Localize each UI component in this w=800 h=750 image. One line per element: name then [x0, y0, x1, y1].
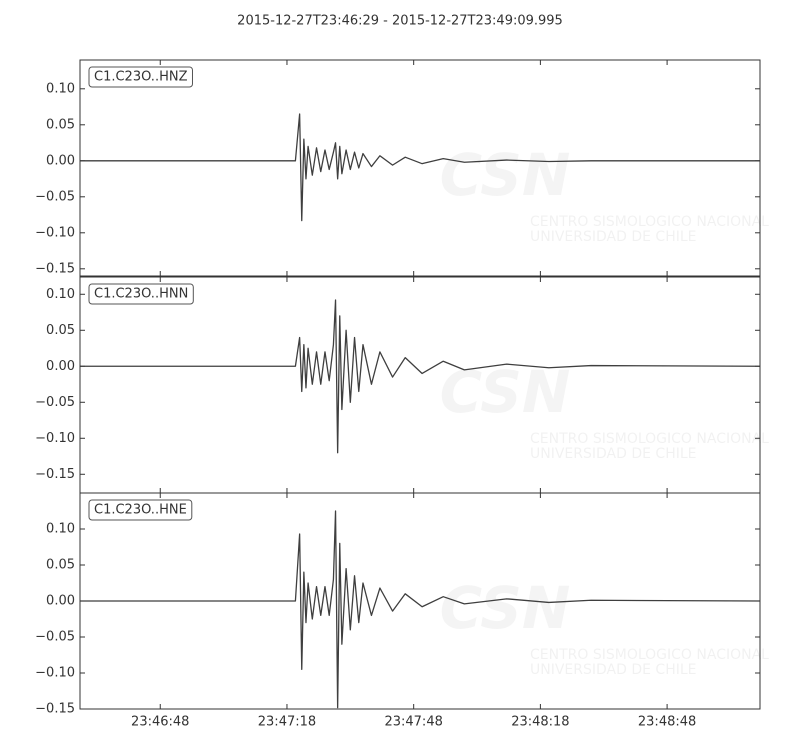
channel-label: C1.C23O..HNE: [94, 503, 187, 518]
label-box: [88, 66, 193, 88]
watermark: CENTRO SISMOLOGICO NACIONAL: [530, 647, 769, 663]
watermark: UNIVERSIDAD DE CHILE: [530, 662, 697, 678]
watermark: UNIVERSIDAD DE CHILE: [530, 446, 697, 462]
watermark: CSN: [440, 141, 571, 209]
x-tick-label: 23:47:18: [258, 715, 316, 730]
x-tick-label: 23:47:48: [384, 715, 442, 730]
y-tick-label: 0.10: [46, 287, 75, 302]
y-tick-label: −0.15: [35, 261, 75, 276]
x-tick-label: 23:48:18: [511, 715, 569, 730]
y-tick-label: −0.05: [35, 189, 75, 204]
y-tick-label: −0.05: [35, 630, 75, 645]
plot-frame: [79, 59, 761, 277]
trace: [80, 113, 760, 222]
plot-frame: [79, 492, 761, 710]
trace: [80, 299, 761, 454]
channel-label: C1.C23O..HNZ: [94, 70, 188, 85]
y-tick-label: −0.05: [35, 395, 75, 410]
x-tick-label: 23:48:48: [638, 715, 696, 730]
y-tick-label: 0.00: [46, 359, 75, 374]
x-tick-label: 23:46:48: [131, 715, 189, 730]
y-tick-label: −0.15: [35, 702, 75, 717]
y-tick-label: 0.05: [46, 558, 75, 573]
y-tick-label: −0.10: [35, 225, 75, 240]
y-tick-label: 0.00: [46, 594, 75, 609]
trace: [80, 510, 761, 709]
y-tick-label: −0.15: [35, 467, 75, 482]
y-tick-label: −0.10: [35, 666, 75, 681]
channel-label: C1.C23O..HNN: [94, 287, 188, 302]
watermark: CENTRO SISMOLOGICO NACIONAL: [530, 214, 769, 230]
y-tick-label: 0.05: [46, 117, 75, 132]
watermark: UNIVERSIDAD DE CHILE: [530, 229, 697, 245]
y-tick-label: 0.00: [46, 153, 75, 168]
y-tick-label: 0.10: [46, 522, 75, 537]
y-tick-label: −0.10: [35, 431, 75, 446]
y-tick-label: 0.05: [46, 323, 75, 338]
y-tick-label: 0.10: [46, 81, 75, 96]
watermark: CSN: [440, 574, 571, 642]
label-box: [88, 499, 193, 521]
watermark: CENTRO SISMOLOGICO NACIONAL: [530, 431, 769, 447]
label-box: [88, 283, 194, 305]
figure-title: 2015-12-27T23:46:29 - 2015-12-27T23:49:0…: [237, 14, 563, 29]
